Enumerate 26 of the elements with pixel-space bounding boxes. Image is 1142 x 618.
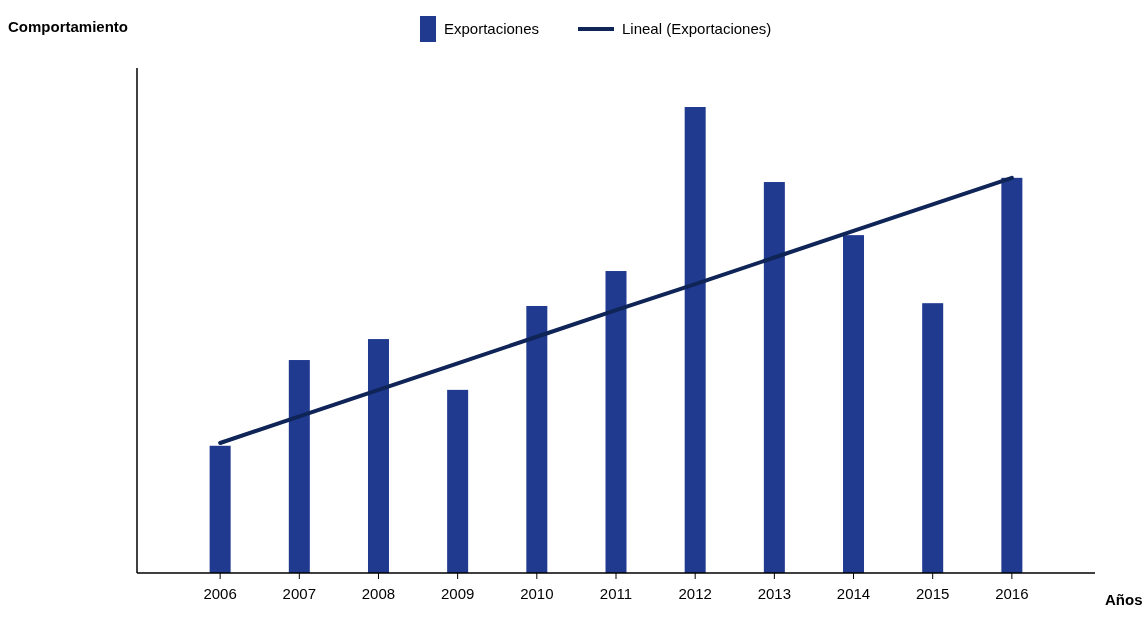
bar [1001, 177, 1023, 573]
bar [763, 182, 785, 573]
y-axis-title: Comportamiento [8, 18, 128, 35]
x-tick-label: 2010 [520, 585, 554, 602]
bar [209, 445, 231, 573]
x-tick-label: 2007 [282, 585, 316, 602]
bar [843, 235, 865, 573]
x-tick-label: 2016 [995, 585, 1029, 602]
bar [605, 271, 627, 573]
x-tick-label: 2009 [440, 585, 475, 602]
bar [684, 107, 706, 573]
legend-label: Lineal (Exportaciones) [622, 20, 772, 37]
x-axis-title: Años [1105, 591, 1142, 608]
x-tick-label: 2012 [678, 585, 712, 602]
x-tick-label: 2011 [599, 585, 633, 602]
bar [922, 303, 944, 573]
bar [447, 389, 469, 573]
x-tick-label: 2014 [836, 585, 871, 602]
x-tick-label: 2008 [361, 585, 396, 602]
bar [288, 360, 310, 573]
bar [367, 339, 389, 573]
x-tick-label: 2013 [757, 585, 792, 602]
x-tick-label: 2006 [203, 585, 237, 602]
x-tick-label: 2015 [916, 585, 950, 602]
legend-label: Exportaciones [444, 20, 540, 37]
bar [526, 305, 548, 573]
